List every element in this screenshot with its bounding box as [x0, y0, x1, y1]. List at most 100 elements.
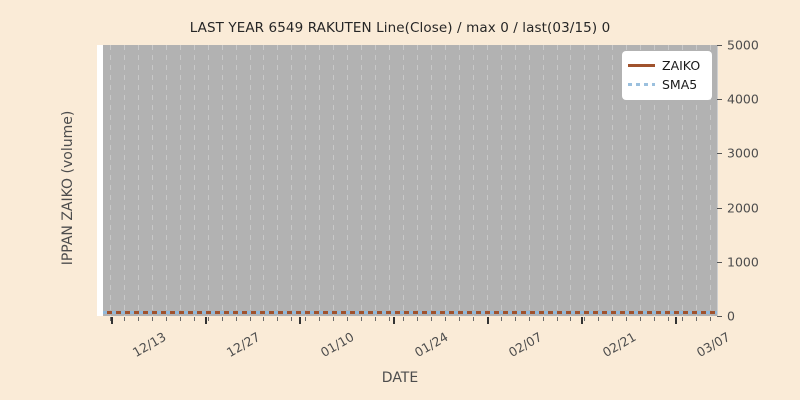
chart-legend[interactable]: ZAIKO SMA5 [622, 51, 712, 100]
x-axis-minor-tick [472, 317, 474, 321]
x-axis-major-tick [581, 317, 583, 324]
x-axis-minor-tick [612, 317, 614, 321]
x-axis-minor-tick [165, 317, 167, 321]
legend-label-zaiko: ZAIKO [662, 58, 701, 73]
x-axis-major-tick [393, 317, 395, 324]
gridline-vertical [263, 45, 265, 316]
x-axis-minor-tick [416, 317, 418, 321]
x-axis-minor-tick [598, 317, 600, 321]
legend-item-sma5[interactable]: SMA5 [628, 75, 706, 94]
y-axis-tick-label: 1000 [727, 254, 759, 270]
y-axis-tick-label: 0 [727, 308, 735, 324]
x-axis-minor-tick [249, 317, 251, 321]
y-axis-tick-label: 5000 [727, 37, 759, 53]
x-axis-minor-tick [193, 317, 195, 321]
gridline-vertical [486, 45, 488, 316]
gridline-vertical [640, 45, 642, 316]
gridline-vertical [277, 45, 279, 316]
x-axis-major-tick [675, 317, 677, 324]
gridline-vertical [179, 45, 181, 316]
gridline-vertical [444, 45, 446, 316]
gridline-vertical [416, 45, 418, 316]
legend-label-sma5: SMA5 [662, 77, 698, 92]
x-axis-minor-tick [333, 317, 335, 321]
gridline-vertical [626, 45, 628, 316]
x-axis-minor-tick [305, 317, 307, 321]
gridline-vertical [696, 45, 698, 316]
gridline-vertical [207, 45, 209, 316]
gridline-vertical [514, 45, 516, 316]
chart-title: LAST YEAR 6549 RAKUTEN Line(Close) / max… [189, 20, 611, 36]
gridline-vertical [458, 45, 460, 316]
gridline-vertical [403, 45, 405, 316]
gridline-vertical [235, 45, 237, 316]
x-axis-minor-tick [235, 317, 237, 321]
x-axis-minor-tick [389, 317, 391, 321]
gridline-vertical [710, 45, 712, 316]
gridline-vertical [542, 45, 544, 316]
gridline-vertical [389, 45, 391, 316]
x-axis-minor-tick [375, 317, 377, 321]
gridline-vertical [472, 45, 474, 316]
y-axis-tick [717, 207, 722, 209]
x-axis-major-tick [205, 317, 207, 324]
legend-item-zaiko[interactable]: ZAIKO [628, 56, 706, 75]
x-axis-minor-tick [514, 317, 516, 321]
x-axis-minor-tick [570, 317, 572, 321]
y-axis-tick [717, 261, 722, 263]
x-axis-minor-tick [696, 317, 698, 321]
gridline-vertical [598, 45, 600, 316]
y-axis-tick [717, 153, 722, 155]
gridline-vertical [305, 45, 307, 316]
x-axis-ticks [103, 317, 717, 327]
gridline-vertical [612, 45, 614, 316]
gridline-vertical [347, 45, 349, 316]
gridline-vertical [430, 45, 432, 316]
gridline-vertical [291, 45, 293, 316]
y-axis-tick-label: 3000 [727, 145, 759, 161]
x-axis-minor-tick [500, 317, 502, 321]
x-axis-minor-tick [347, 317, 349, 321]
y-axis-tick-label: 4000 [727, 91, 759, 107]
x-axis-major-tick [111, 317, 113, 324]
x-axis-minor-tick [682, 317, 684, 321]
x-axis-minor-tick [151, 317, 153, 321]
gridline-vertical [375, 45, 377, 316]
y-axis-tick [717, 316, 722, 317]
x-axis-major-tick [299, 317, 301, 324]
gridline-vertical [361, 45, 363, 316]
dotted-line-swatch-icon [628, 79, 655, 90]
x-axis-minor-tick [458, 317, 460, 321]
gridline-vertical [500, 45, 502, 316]
y-axis-tick [717, 45, 722, 46]
gridline-vertical [570, 45, 572, 316]
x-axis-minor-tick [444, 317, 446, 321]
x-axis-minor-tick [528, 317, 530, 321]
gridline-vertical [682, 45, 684, 316]
y-axis-tick-label: 2000 [727, 200, 759, 216]
gridline-vertical [151, 45, 153, 316]
gridline-vertical [333, 45, 335, 316]
gridline-vertical [221, 45, 223, 316]
y-axis-title: IPPAN ZAIKO (volume) [60, 110, 76, 266]
x-axis-minor-tick [137, 317, 139, 321]
gridline-vertical [137, 45, 139, 316]
x-axis-title: DATE [381, 370, 419, 386]
x-axis-minor-tick [291, 317, 293, 321]
gridline-vertical [165, 45, 167, 316]
gridline-vertical [249, 45, 251, 316]
x-axis-minor-tick [207, 317, 209, 321]
x-axis-minor-tick [277, 317, 279, 321]
x-axis-tick-label: 02/21 [599, 329, 639, 361]
y-axis-spine [717, 45, 718, 316]
x-axis-minor-tick [556, 317, 558, 321]
gridline-vertical [584, 45, 586, 316]
x-axis-minor-tick [263, 317, 265, 321]
x-axis-tick-label: 01/10 [317, 329, 357, 361]
x-axis-minor-tick [319, 317, 321, 321]
x-axis-minor-tick [542, 317, 544, 321]
gridline-vertical [123, 45, 125, 316]
gridline-vertical [668, 45, 670, 316]
x-axis-minor-tick [584, 317, 586, 321]
